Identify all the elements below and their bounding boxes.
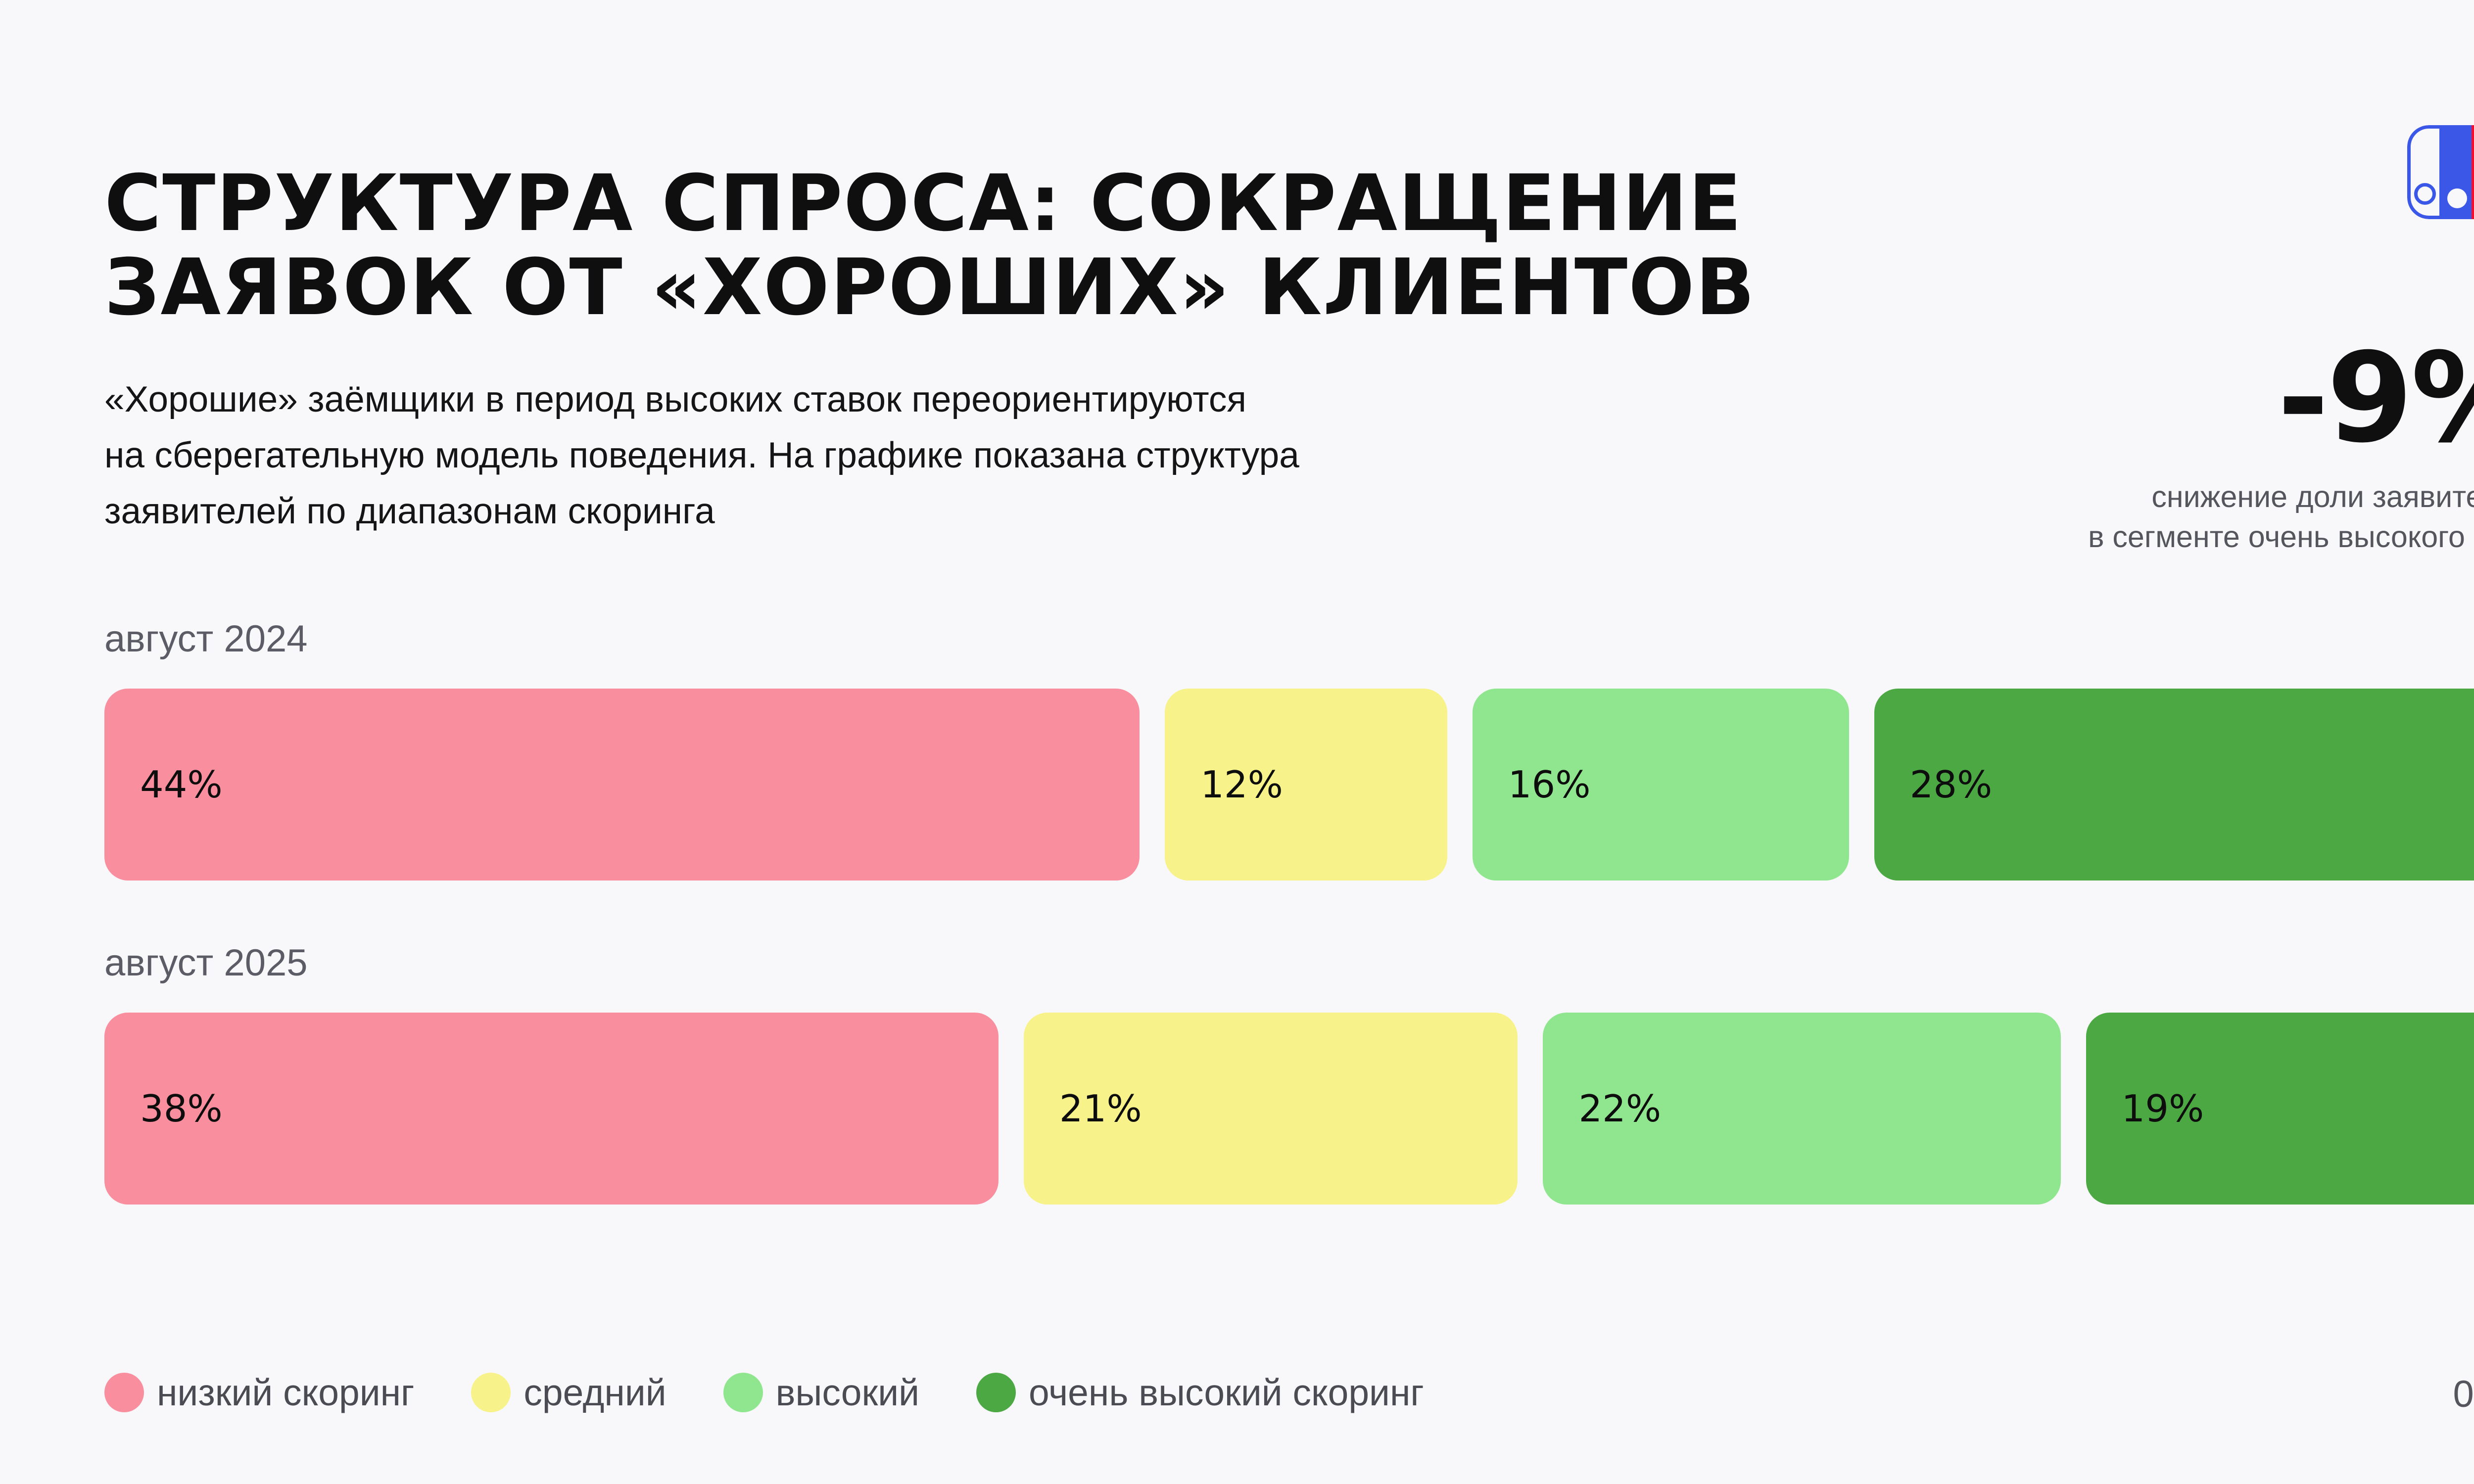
bar-segment-средний: 21% xyxy=(1023,1013,1518,1205)
bar-segment-value: 21% xyxy=(1059,1087,1142,1130)
subtitle-line-2: на сберегательную модель поведения. На г… xyxy=(104,435,1299,476)
page-number: 04 xyxy=(2453,1373,2474,1415)
bar-row-aug-2024: 44% 12% 16% 28% xyxy=(104,689,2474,881)
legend: низкий скоринг средний высокий очень высоки… xyxy=(104,1368,1424,1417)
subtitle: «Хорошие» заёмщики в период высоких став… xyxy=(104,371,1299,539)
legend-item: очень высокий скоринг xyxy=(976,1371,1424,1414)
logo-ring-circle-icon xyxy=(2414,183,2436,205)
page-title-line-2: ЗАЯВОК ОТ «ХОРОШИХ» КЛИЕНТОВ xyxy=(104,242,1756,333)
bar-segment-низкий скоринг: 44% xyxy=(104,689,1140,881)
brand-logo xyxy=(2407,125,2474,219)
stat-value: -9% xyxy=(2277,326,2474,470)
bar-segment-низкий скоринг: 38% xyxy=(104,1013,999,1205)
bar-segment-value: 12% xyxy=(1200,763,1283,806)
legend-dot-icon xyxy=(104,1373,144,1412)
legend-label: очень высокий скоринг xyxy=(1029,1372,1424,1413)
row-label-aug-2024: август 2024 xyxy=(104,618,308,660)
subtitle-line-1: «Хорошие» заёмщики в период высоких став… xyxy=(104,379,1246,419)
bar-segment-высокий: 22% xyxy=(1543,1013,2061,1205)
logo-stripe-blue xyxy=(2443,125,2472,219)
bar-segment-средний: 12% xyxy=(1165,689,1447,881)
subtitle-line-3: заявителей по диапазонам скоринга xyxy=(104,491,715,532)
bar-segment-value: 28% xyxy=(1909,763,1993,806)
legend-label: высокий xyxy=(775,1372,920,1413)
page-title-line-1: СТРУКТУРА СПРОСА: СОКРАЩЕНИЕ xyxy=(104,158,1743,249)
logo-circle-icon xyxy=(2447,188,2467,208)
legend-item: средний xyxy=(471,1371,666,1414)
legend-label: средний xyxy=(523,1372,666,1413)
bar-segment-очень высокий скоринг: 28% xyxy=(1874,689,2474,881)
legend-dot-icon xyxy=(471,1373,511,1412)
bar-segment-value: 22% xyxy=(1578,1087,1662,1130)
bar-segment-value: 16% xyxy=(1508,763,1591,806)
legend-dot-icon xyxy=(723,1373,763,1412)
stat-caption-line-2: в сегменте очень высокого ПКР xyxy=(2088,519,2474,554)
stat-caption-line-1: снижение доли заявителей xyxy=(2151,480,2474,513)
legend-item: низкий скоринг xyxy=(104,1371,414,1414)
stat-caption: снижение доли заявителей в сегменте очен… xyxy=(2088,477,2474,556)
bar-segment-value: 38% xyxy=(140,1087,223,1130)
legend-item: высокий xyxy=(723,1371,919,1414)
bar-segment-value: 44% xyxy=(140,763,223,806)
row-label-aug-2025: август 2025 xyxy=(104,942,308,984)
key-stat: -9% снижение доли заявителей в сегменте … xyxy=(2088,336,2474,556)
bar-segment-очень высокий скоринг: 19% xyxy=(2086,1013,2474,1205)
legend-label: низкий скоринг xyxy=(157,1372,415,1413)
bar-row-aug-2025: 38% 21% 22% 19% xyxy=(104,1013,2474,1205)
logo-stripe-white xyxy=(2407,125,2443,219)
logo-stripe-red xyxy=(2472,125,2474,219)
legend-dot-icon xyxy=(976,1373,1016,1412)
bar-segment-высокий: 16% xyxy=(1472,689,1849,881)
page-title: СТРУКТУРА СПРОСА: СОКРАЩЕНИЕ ЗАЯВОК ОТ «… xyxy=(104,162,1756,329)
bar-segment-value: 19% xyxy=(2121,1087,2204,1130)
